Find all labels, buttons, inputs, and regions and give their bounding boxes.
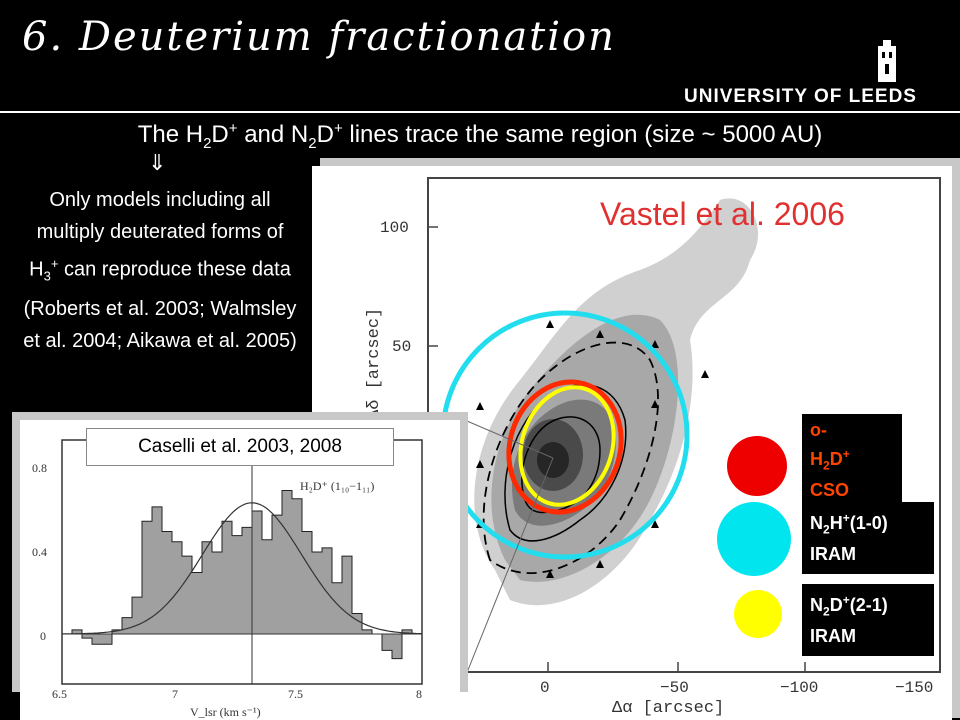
contour-map: 100 50 0 −50 −100 −150 Δα [arcsec] Δδ [a… <box>365 177 941 718</box>
y-tick-label: 50 <box>392 338 411 356</box>
x-tick-label: −50 <box>660 679 689 697</box>
spectrum-y-tick: 0.8 <box>32 461 47 475</box>
explanation-paragraph: Only models including all multiply deute… <box>23 189 297 352</box>
spectrum-plot: 0.8 0.4 0 6.5 7 7.5 8 H₂D⁺ (1₁₀−1₁₁) V_l… <box>32 439 423 719</box>
x-tick-label: 0 <box>540 679 550 697</box>
x-axis-label: Δα [arcsec] <box>612 699 724 718</box>
spectrum-y-tick: 0.4 <box>32 545 47 559</box>
spectrum-x-tick: 6.5 <box>52 687 67 701</box>
legend-swatch-cyan <box>717 502 791 576</box>
y-tick-label: 100 <box>380 219 409 237</box>
spectrum-x-tick: 7.5 <box>288 687 303 701</box>
spectrum-x-tick: 8 <box>416 687 422 701</box>
university-tower-icon <box>878 40 896 82</box>
spectrum-histogram <box>62 490 422 660</box>
spectrum-y-tick: 0 <box>40 629 46 643</box>
spectrum-x-label: V_lsr (km s⁻¹) <box>190 705 261 719</box>
spectrum-line-label: H₂D⁺ (1₁₀−1₁₁) <box>300 479 374 493</box>
spectrum-panel: 0.8 0.4 0 6.5 7 7.5 8 H₂D⁺ (1₁₀−1₁₁) V_l… <box>20 420 460 720</box>
legend-label-n2h: N2H+(1-0) IRAM <box>802 502 934 574</box>
slide-title: 6. Deuterium fractionation <box>22 14 616 60</box>
slide-subtitle: The H2D+ and N2D+ lines trace the same r… <box>137 120 823 152</box>
y-axis-label: Δδ [arcsec] <box>365 308 384 420</box>
legend-label-n2d: N2D+(2-1) IRAM <box>802 584 934 656</box>
spectrum-credit: Caselli et al. 2003, 2008 <box>86 428 394 466</box>
map-credit: Vastel et al. 2006 <box>600 196 845 232</box>
down-arrow-icon: ⇓ <box>148 150 167 175</box>
spectrum-x-tick: 7 <box>172 687 178 701</box>
gaussian-fit-line <box>62 502 422 635</box>
university-logo-text: UNIVERSITY OF LEEDS <box>684 86 917 107</box>
legend-swatch-yellow <box>734 590 782 638</box>
legend-label-ortho-h2d: o- H2D+ CSO <box>802 414 902 504</box>
x-tick-label: −100 <box>780 679 818 697</box>
header-divider <box>0 111 960 113</box>
x-tick-label: −150 <box>895 679 933 697</box>
legend-swatch-red <box>727 436 787 496</box>
